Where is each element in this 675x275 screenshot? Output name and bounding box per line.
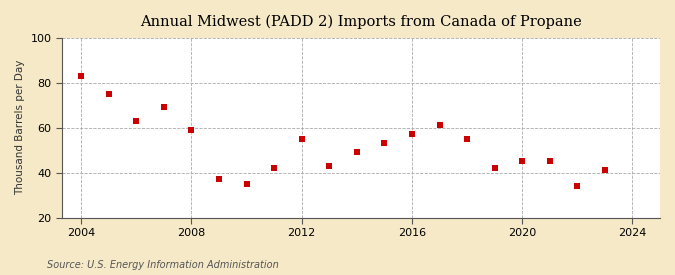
Point: [186, 128, 197, 132]
Text: Source: U.S. Energy Information Administration: Source: U.S. Energy Information Administ…: [47, 260, 279, 270]
Point: [324, 164, 335, 168]
Point: [434, 123, 445, 128]
Point: [379, 141, 389, 145]
Point: [49, 69, 59, 73]
Point: [214, 177, 225, 182]
Title: Annual Midwest (PADD 2) Imports from Canada of Propane: Annual Midwest (PADD 2) Imports from Can…: [140, 15, 582, 29]
Y-axis label: Thousand Barrels per Day: Thousand Barrels per Day: [15, 60, 25, 195]
Point: [159, 105, 169, 109]
Point: [103, 92, 114, 96]
Point: [544, 159, 555, 164]
Point: [599, 168, 610, 172]
Point: [462, 137, 472, 141]
Point: [572, 184, 583, 188]
Point: [76, 74, 86, 78]
Point: [489, 166, 500, 170]
Point: [352, 150, 362, 155]
Point: [406, 132, 417, 136]
Point: [131, 119, 142, 123]
Point: [269, 166, 279, 170]
Point: [296, 137, 307, 141]
Point: [517, 159, 528, 164]
Point: [241, 182, 252, 186]
